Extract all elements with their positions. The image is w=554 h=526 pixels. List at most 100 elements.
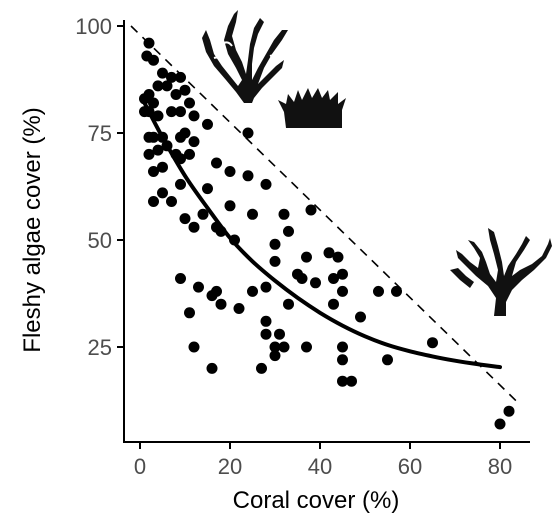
x-ticks: 0 20 40 60 80 bbox=[134, 442, 512, 479]
data-point bbox=[197, 208, 209, 220]
data-point bbox=[161, 80, 173, 92]
data-point bbox=[175, 71, 186, 83]
data-point bbox=[301, 251, 312, 263]
data-point bbox=[175, 106, 186, 118]
branching-coral-icon bbox=[450, 228, 552, 316]
data-point bbox=[337, 341, 348, 353]
data-point bbox=[179, 127, 191, 139]
data-point bbox=[260, 178, 272, 190]
data-point bbox=[391, 285, 402, 297]
data-point bbox=[152, 110, 164, 122]
data-point bbox=[269, 238, 281, 250]
data-point bbox=[193, 281, 204, 293]
data-point bbox=[215, 298, 227, 310]
reference-line bbox=[130, 25, 519, 404]
data-point bbox=[157, 67, 168, 79]
x-axis-title: Coral cover (%) bbox=[233, 487, 400, 514]
data-point bbox=[494, 418, 506, 430]
data-point bbox=[148, 97, 159, 109]
data-point bbox=[328, 273, 339, 284]
data-point bbox=[211, 157, 222, 169]
data-point bbox=[184, 97, 195, 109]
data-point bbox=[166, 71, 177, 83]
x-tick-label: 20 bbox=[218, 454, 242, 479]
data-point bbox=[202, 118, 213, 130]
data-point bbox=[152, 80, 164, 92]
data-point bbox=[143, 148, 155, 160]
data-point bbox=[175, 178, 186, 190]
data-point bbox=[269, 341, 281, 353]
data-point bbox=[269, 350, 281, 362]
data-point bbox=[247, 285, 258, 297]
data-point bbox=[256, 362, 267, 374]
data-point bbox=[332, 251, 344, 263]
data-point bbox=[323, 247, 335, 259]
data-point bbox=[188, 341, 200, 353]
x-tick-label: 60 bbox=[398, 454, 422, 479]
data-point bbox=[310, 277, 321, 289]
seaweed-icon bbox=[202, 10, 288, 103]
y-tick-label: 100 bbox=[75, 14, 112, 39]
fit-curve bbox=[142, 101, 502, 370]
y-tick-label: 75 bbox=[88, 121, 112, 146]
data-point bbox=[184, 307, 195, 319]
x-tick-label: 40 bbox=[308, 454, 332, 479]
y-axis-title: Fleshy algae cover (%) bbox=[19, 107, 46, 352]
data-point bbox=[179, 84, 191, 96]
data-point bbox=[278, 341, 290, 353]
data-point bbox=[148, 196, 159, 207]
data-point bbox=[188, 136, 200, 148]
x-tick-label: 0 bbox=[134, 454, 146, 479]
data-point bbox=[206, 362, 218, 374]
data-point bbox=[260, 281, 272, 293]
data-point bbox=[224, 200, 236, 212]
data-point bbox=[148, 166, 159, 177]
data-point bbox=[170, 89, 182, 100]
data-point bbox=[296, 273, 308, 284]
data-point bbox=[305, 204, 317, 216]
data-point bbox=[188, 221, 200, 233]
data-point bbox=[278, 208, 290, 220]
data-point bbox=[175, 273, 186, 284]
x-tick-label: 80 bbox=[488, 454, 512, 479]
data-point bbox=[242, 127, 254, 139]
data-point bbox=[148, 131, 159, 143]
y-ticks: 25 50 75 100 bbox=[75, 14, 124, 360]
data-point bbox=[166, 106, 177, 118]
data-point bbox=[337, 285, 348, 297]
data-point bbox=[247, 208, 258, 220]
data-point bbox=[143, 37, 155, 49]
data-point bbox=[337, 268, 348, 280]
data-point bbox=[382, 354, 393, 366]
data-point bbox=[148, 54, 159, 66]
data-point bbox=[224, 166, 236, 177]
turf-algae-icon bbox=[278, 88, 346, 128]
data-point bbox=[188, 110, 200, 122]
data-point bbox=[211, 285, 222, 297]
data-point bbox=[202, 183, 213, 195]
data-point bbox=[355, 311, 366, 323]
y-tick-label: 25 bbox=[88, 335, 112, 360]
data-point bbox=[152, 144, 164, 156]
data-point bbox=[260, 328, 272, 340]
data-point bbox=[242, 170, 254, 182]
data-point bbox=[503, 405, 515, 417]
data-point bbox=[283, 225, 294, 237]
data-point bbox=[274, 328, 285, 340]
y-tick-label: 50 bbox=[88, 228, 112, 253]
data-point bbox=[337, 375, 348, 387]
data-point bbox=[157, 161, 168, 173]
data-point bbox=[233, 303, 245, 314]
data-point bbox=[157, 187, 168, 199]
data-point bbox=[269, 255, 281, 267]
data-point bbox=[260, 315, 272, 327]
data-point bbox=[283, 298, 294, 310]
data-point bbox=[179, 213, 191, 225]
data-point bbox=[184, 148, 195, 160]
data-point bbox=[328, 298, 339, 310]
data-point bbox=[166, 196, 177, 207]
data-point bbox=[427, 337, 438, 349]
data-point bbox=[346, 375, 357, 387]
data-point bbox=[373, 285, 384, 297]
